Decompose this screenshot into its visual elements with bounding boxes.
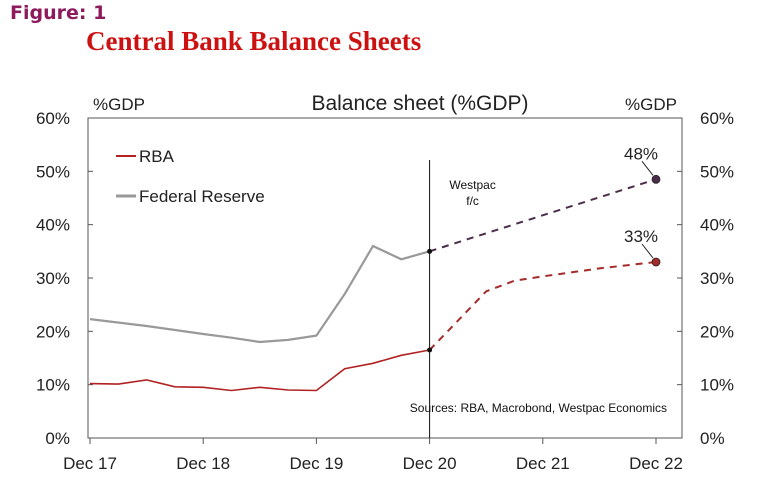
rba-actual-line	[89, 349, 430, 392]
x-tick-label: Dec 18	[176, 454, 230, 473]
rba-end-marker	[651, 257, 661, 267]
y-axis-label-left: %GDP	[93, 95, 145, 114]
legend-label-rba: RBA	[139, 147, 175, 166]
y-tick-label-left: 20%	[36, 322, 70, 341]
y-tick-label-left: 60%	[36, 109, 70, 128]
y-tick-label-right: 10%	[700, 376, 734, 395]
x-tick-label: Dec 22	[629, 454, 683, 473]
forecast-label-line1: Westpac	[449, 178, 495, 192]
rba-end-label-leader	[641, 243, 654, 259]
y-tick-label-right: 0%	[700, 429, 725, 448]
legend-label-federal-reserve: Federal Reserve	[139, 187, 265, 206]
chart-subtitle: Balance sheet (%GDP)	[311, 92, 528, 115]
rba-forecast-line	[428, 261, 657, 351]
x-tick-label: Dec 19	[289, 454, 343, 473]
federal-reserve-forecast-line	[429, 178, 657, 253]
y-tick-label-left: 10%	[36, 376, 70, 395]
federal-reserve-end-label-leader	[641, 161, 654, 176]
y-tick-label-right: 20%	[700, 322, 734, 341]
y-tick-label-left: 30%	[36, 269, 70, 288]
y-tick-label-right: 40%	[700, 216, 734, 235]
y-tick-label-left: 40%	[36, 216, 70, 235]
federal-reserve-end-marker	[651, 174, 661, 184]
figure-label: Figure: 1	[10, 2, 107, 24]
forecast-label-line2: f/c	[466, 194, 479, 208]
federal-reserve-actual-line	[89, 244, 430, 344]
x-tick-label: Dec 17	[63, 454, 117, 473]
x-tick-label: Dec 21	[516, 454, 570, 473]
y-axis-label-right: %GDP	[625, 95, 677, 114]
source-note: Sources: RBA, Macrobond, Westpac Economi…	[410, 401, 667, 415]
chart-title: Central Bank Balance Sheets	[86, 26, 422, 56]
plot-frame	[87, 117, 683, 439]
y-tick-label-right: 60%	[700, 109, 734, 128]
y-tick-label-right: 50%	[700, 162, 734, 181]
y-tick-label-left: 0%	[45, 429, 70, 448]
x-tick-label: Dec 20	[403, 454, 457, 473]
y-tick-label-right: 30%	[700, 269, 734, 288]
y-tick-label-left: 50%	[36, 162, 70, 181]
federal-reserve-end-label: 48%	[624, 144, 658, 163]
rba-end-label: 33%	[624, 227, 658, 246]
